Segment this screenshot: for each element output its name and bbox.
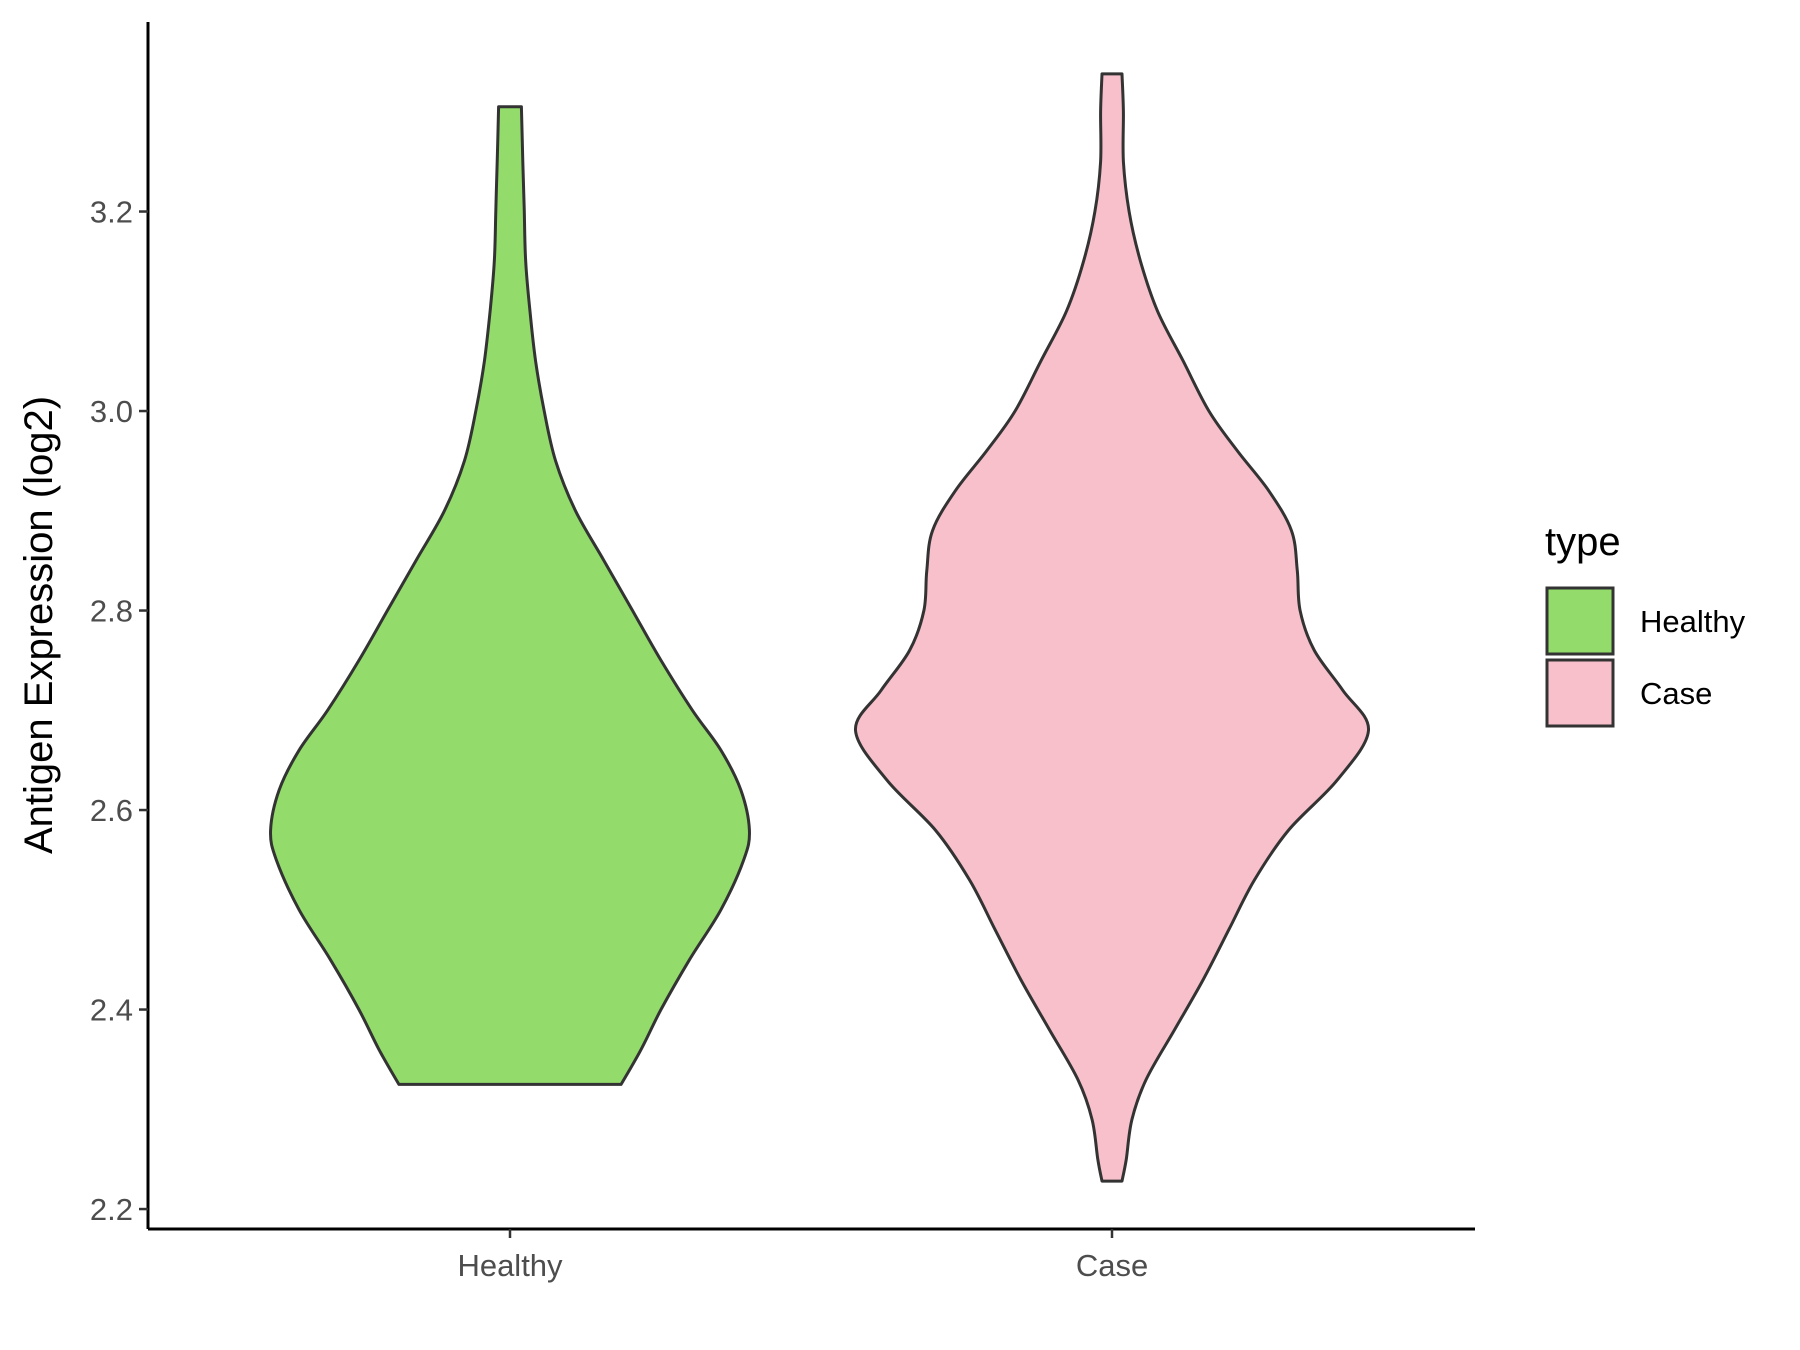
violin-healthy xyxy=(269,105,751,1086)
y-tick-label: 2.6 xyxy=(90,793,133,828)
y-tick-label: 3.2 xyxy=(90,195,133,230)
legend-key-healthy xyxy=(1545,586,1615,656)
axes-layer: 2.2 2.4 2.6 2.8 3.0 3.2 Healthy Case xyxy=(90,22,1475,1283)
violin-case xyxy=(854,72,1370,1183)
y-tick-label: 2.8 xyxy=(90,594,133,629)
x-tick-label: Case xyxy=(1076,1248,1148,1283)
legend-label-case: Case xyxy=(1640,676,1712,711)
legend: type Healthy Case xyxy=(1545,520,1746,728)
violins-layer xyxy=(269,72,1370,1183)
y-tick-label: 3.0 xyxy=(90,394,133,429)
x-tick-label: Healthy xyxy=(457,1248,563,1283)
y-axis-title: Antigen Expression (log2) xyxy=(17,396,61,854)
legend-key-case xyxy=(1545,658,1615,728)
y-tick-label: 2.4 xyxy=(90,993,133,1028)
legend-title: type xyxy=(1545,520,1621,564)
legend-label-healthy: Healthy xyxy=(1640,604,1746,639)
y-tick-label: 2.2 xyxy=(90,1192,133,1227)
